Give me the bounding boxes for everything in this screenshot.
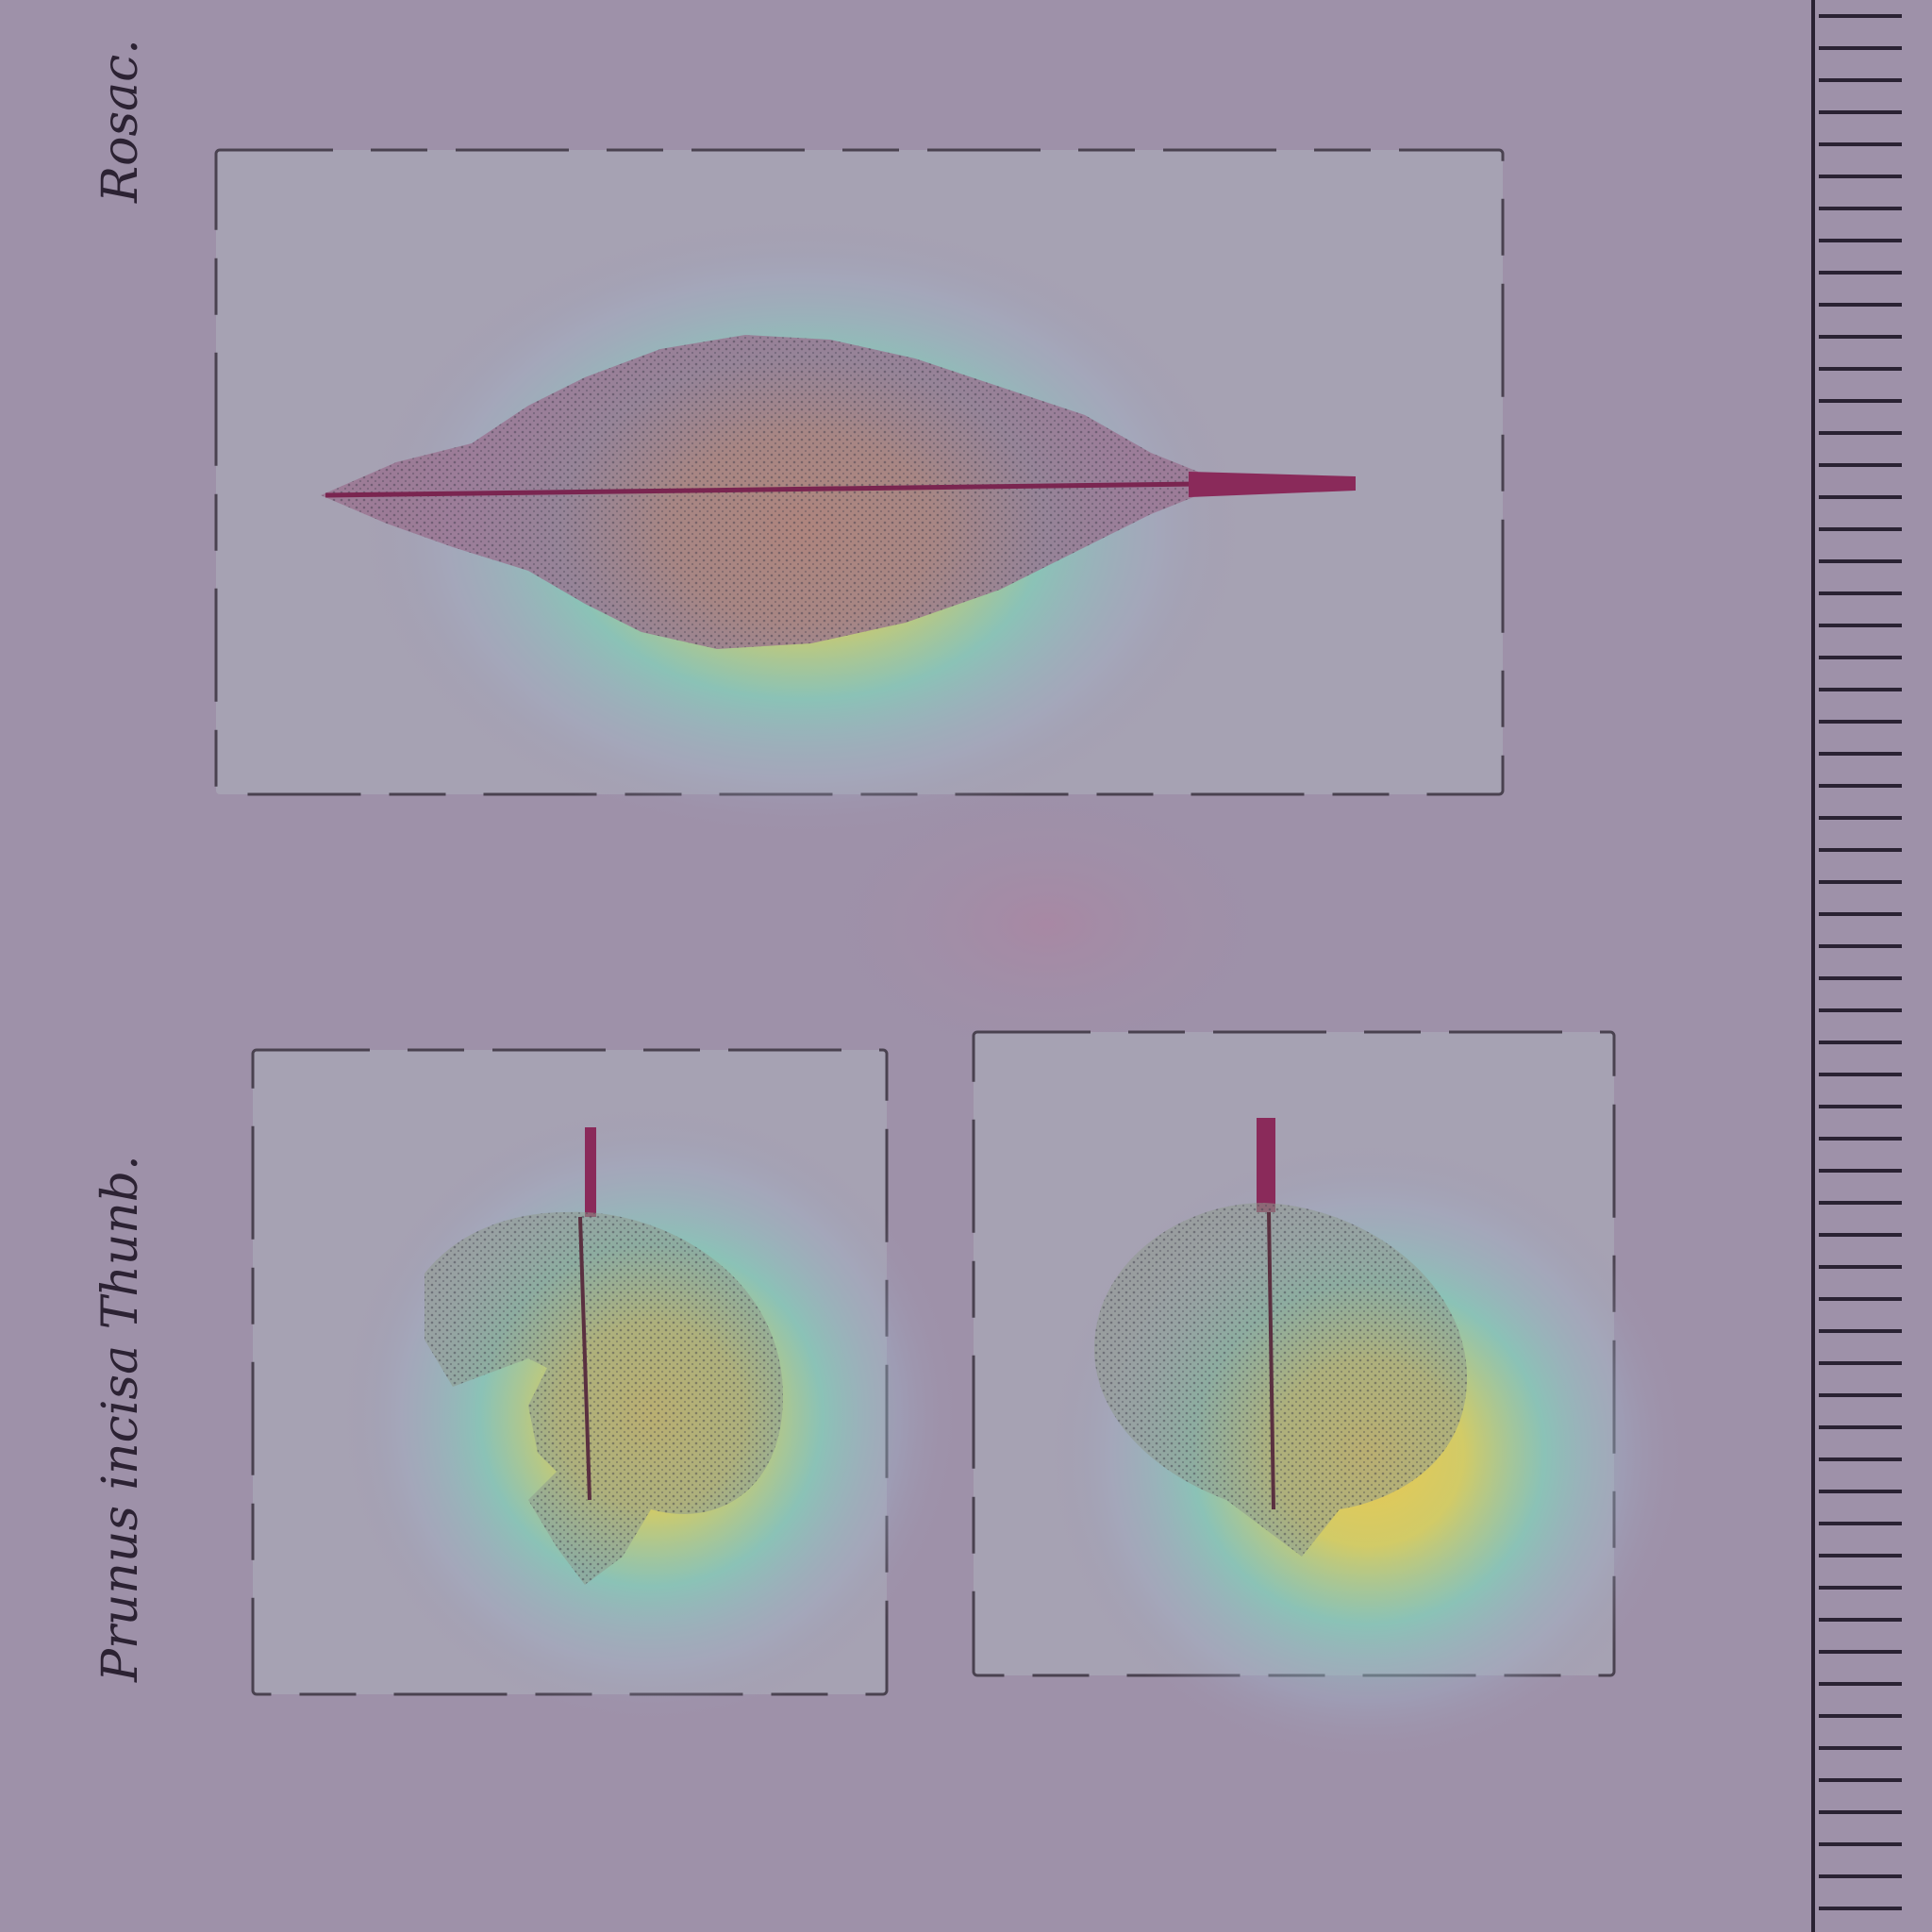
ruler — [1811, 0, 1932, 1932]
glow — [802, 774, 1292, 1075]
species-label: Prunus incisa Thunb. — [92, 1155, 149, 1683]
leaf — [321, 335, 1356, 649]
family-label: Rosac. — [92, 39, 149, 204]
leaf — [425, 1127, 783, 1585]
leaf — [1094, 1118, 1467, 1557]
